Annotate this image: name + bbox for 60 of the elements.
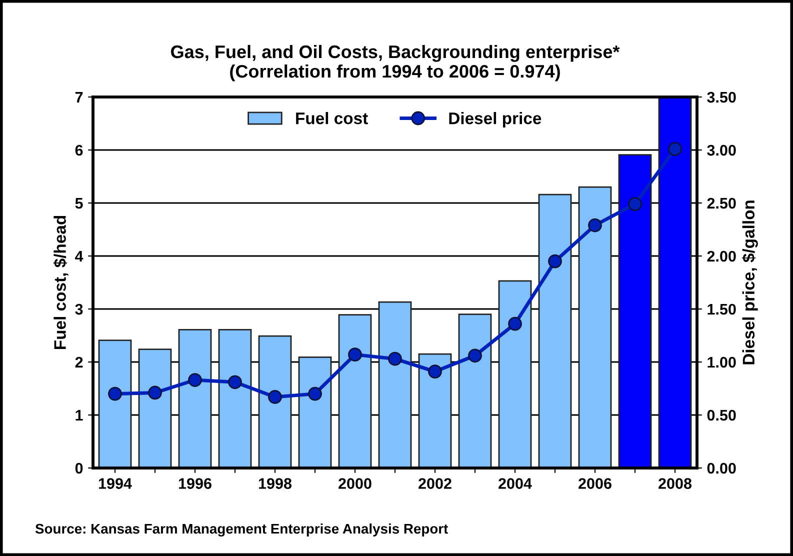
source-note: Source: Kansas Farm Management Enterprise Analysis Report xyxy=(35,523,448,537)
point xyxy=(188,373,202,387)
y-tick-label: 4 xyxy=(75,251,84,262)
x-tick-label: 2006 xyxy=(578,478,612,489)
y2-tick-label: 3.00 xyxy=(707,144,736,156)
y2-tick-label: 2.50 xyxy=(707,198,736,209)
bar xyxy=(138,348,172,468)
y-tick-label: 6 xyxy=(75,144,83,156)
point xyxy=(388,352,402,366)
x-tick-label: 1994 xyxy=(98,478,132,489)
bar xyxy=(378,301,412,468)
point xyxy=(348,348,362,362)
point xyxy=(628,197,642,212)
y2-tick-label: 1.00 xyxy=(708,356,736,368)
point xyxy=(228,375,242,390)
y-axis-title: Fuel cost, $/head xyxy=(53,216,68,349)
y-tick-label: 2 xyxy=(75,356,83,368)
bar xyxy=(538,194,572,468)
point xyxy=(428,364,442,378)
point xyxy=(668,142,682,156)
bar xyxy=(338,314,372,468)
y2-tick-label: 1.50 xyxy=(708,304,736,315)
bar xyxy=(578,186,612,468)
y-tick-label: 5 xyxy=(75,198,83,209)
y-tick-label: 0 xyxy=(75,462,83,474)
bar xyxy=(458,314,492,468)
y2-tick-label: 2.00 xyxy=(707,250,736,262)
y2-axis-title: Diesel price, $/gallon xyxy=(742,200,758,364)
point xyxy=(588,218,602,232)
y2-tick-label: 0.50 xyxy=(707,410,736,421)
y-tick-label: 1 xyxy=(76,410,83,421)
point xyxy=(108,386,122,401)
legend-label: Diesel price xyxy=(449,112,542,128)
bar xyxy=(258,335,292,468)
x-tick-label: 2002 xyxy=(418,478,452,489)
bar xyxy=(298,356,332,468)
chart-title: Gas, Fuel, and Oil Costs, Backgrounding enterprise* (Correlation from 1994 to 2006 = 0.974) xyxy=(171,44,620,82)
bar xyxy=(618,154,652,468)
point xyxy=(308,386,322,401)
x-tick-label: 2000 xyxy=(338,478,372,489)
point xyxy=(148,386,162,400)
legend-label: Fuel cost xyxy=(296,112,368,124)
bar xyxy=(178,328,212,468)
bar xyxy=(658,97,692,468)
bar xyxy=(218,328,252,468)
y2-tick-label: 0.00 xyxy=(707,462,736,474)
bar xyxy=(498,280,532,468)
x-tick-label: 2004 xyxy=(498,478,532,489)
x-tick-label: 2008 xyxy=(658,478,692,489)
point xyxy=(548,254,562,268)
x-tick-label: 1996 xyxy=(178,478,212,489)
x-tick-label: 1998 xyxy=(258,478,292,489)
y2-tick-label: 3.50 xyxy=(707,92,736,103)
bar xyxy=(98,340,132,468)
point xyxy=(468,348,482,363)
y-tick-label: 7 xyxy=(75,92,83,103)
point xyxy=(268,390,282,404)
y-tick-label: 3 xyxy=(75,304,83,315)
point xyxy=(508,316,522,331)
bar xyxy=(418,353,452,468)
